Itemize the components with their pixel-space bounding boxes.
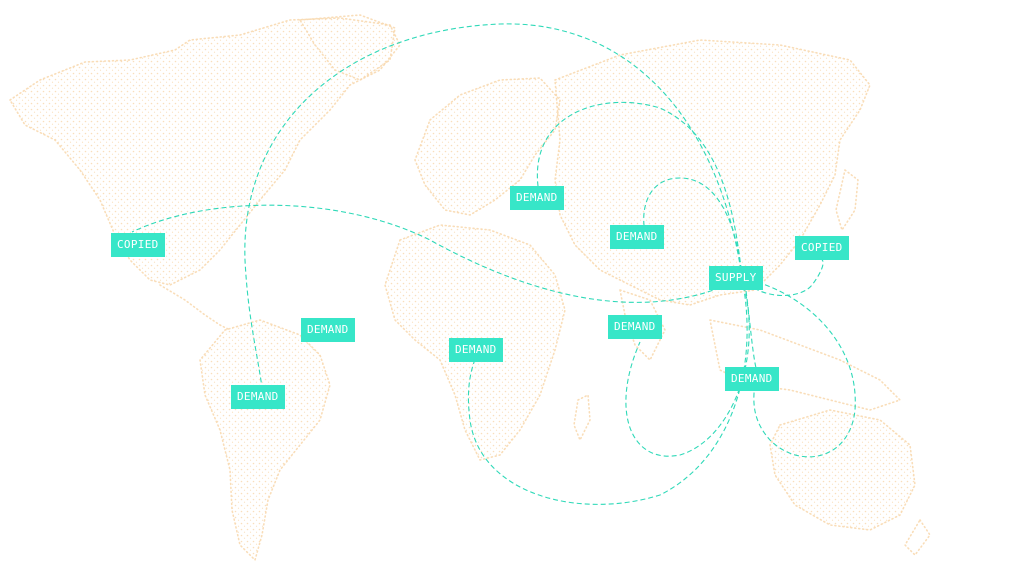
landmass-africa-outline bbox=[384, 224, 566, 461]
landmass-madagascar bbox=[573, 394, 591, 441]
node-supply[interactable]: SUPPLY bbox=[709, 266, 763, 290]
landmass-north-america-outline bbox=[9, 17, 401, 286]
node-demand-central-asia[interactable]: DEMAND bbox=[610, 225, 664, 249]
landmass-layer bbox=[9, 14, 931, 561]
landmass-greenland bbox=[299, 14, 396, 81]
landmass-japan bbox=[835, 169, 859, 231]
landmass-australia bbox=[770, 410, 915, 530]
route-supply-to-demand-europe bbox=[536, 101, 743, 279]
route-supply-to-demand-oceania-direct bbox=[745, 290, 757, 369]
node-demand-atlantic[interactable]: DEMAND bbox=[301, 318, 355, 342]
route-supply-to-demand-central-asia bbox=[643, 177, 743, 279]
landmass-new-zealand bbox=[904, 519, 931, 556]
node-demand-europe[interactable]: DEMAND bbox=[510, 186, 564, 210]
node-demand-africa[interactable]: DEMAND bbox=[449, 338, 503, 362]
landmass-south-america-outline bbox=[199, 319, 331, 561]
node-demand-south-america[interactable]: DEMAND bbox=[231, 385, 285, 409]
route-supply-to-demand-oceania bbox=[741, 277, 856, 458]
node-copied-east[interactable]: COPIED bbox=[795, 236, 849, 260]
landmass-south-america bbox=[200, 320, 330, 560]
landmass-australia-outline bbox=[769, 409, 916, 531]
route-supply-to-demand-south-america bbox=[244, 23, 743, 396]
node-demand-india[interactable]: DEMAND bbox=[608, 315, 662, 339]
landmass-southeast-asia bbox=[709, 319, 901, 411]
landmass-europe bbox=[415, 78, 560, 215]
route-supply-to-copied-east bbox=[741, 259, 824, 296]
node-copied-west[interactable]: COPIED bbox=[111, 233, 165, 257]
landmass-north-america bbox=[10, 18, 400, 285]
node-demand-southeast-asia[interactable]: DEMAND bbox=[725, 367, 779, 391]
route-supply-to-demand-india bbox=[625, 277, 750, 457]
landmass-europe-outline bbox=[414, 77, 561, 216]
landmass-central-america bbox=[159, 284, 231, 331]
landmass-asia-outline bbox=[554, 39, 871, 306]
